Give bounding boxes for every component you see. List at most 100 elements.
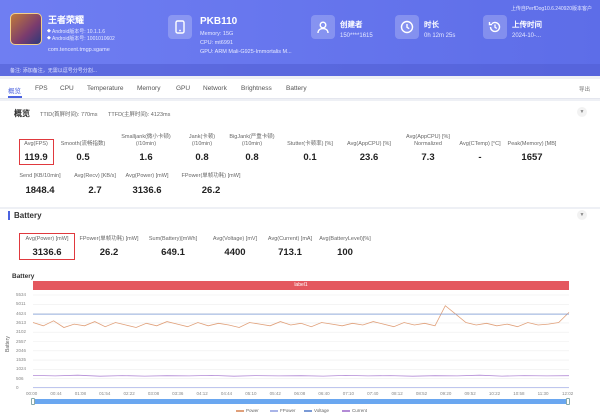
user-icon	[311, 15, 335, 39]
metric-value: 649.1	[161, 247, 185, 258]
time-range-slider[interactable]	[33, 399, 569, 404]
legend-label: Power	[246, 408, 259, 413]
metric-label: Smalljank(微小卡顿) (/10min)	[121, 134, 171, 147]
upload-value: 2024-10-...	[512, 33, 542, 39]
x-tick-label: 03:08	[147, 391, 160, 396]
metric-label: Jank(卡顿) (/10min)	[188, 134, 216, 147]
tab-bar: 概览 FPS CPU Temperature Memory GPU Networ…	[0, 79, 600, 99]
x-tick-label: 01:54	[99, 391, 111, 396]
x-tick-label: 00:00	[26, 391, 38, 396]
metric-value: 713.1	[278, 247, 302, 258]
overview-title: 概览	[14, 109, 30, 118]
creator-label: 创建者	[340, 20, 363, 29]
note-bar[interactable]: 备注: 添加备注，无需以逗号分号分割...	[0, 64, 600, 76]
metric-label: FPower(单帧功耗) [mW]	[79, 236, 139, 242]
y-tick-label: 3102	[16, 329, 27, 335]
app-name: 王者荣耀	[48, 15, 85, 25]
metric-label: Avg(Power) [mW]	[125, 173, 169, 179]
overview-card	[0, 101, 600, 207]
app-version-line: Android版本号: 10.1.1.6	[52, 29, 106, 35]
slider-handle-left[interactable]	[31, 398, 35, 405]
y-tick-label: 5011	[16, 301, 26, 307]
metric-label: Stutter(卡顿率) [%]	[287, 141, 333, 147]
legend-label: Current	[352, 408, 368, 413]
x-tick-label: 07:10	[342, 391, 354, 396]
ttfd-text: TTFD(主屏时间): 4123ms	[108, 112, 171, 118]
x-tick-label: 05:10	[245, 391, 257, 396]
tab-memory[interactable]: Memory	[137, 85, 161, 92]
chart-title: Battery	[12, 273, 35, 280]
legend-swatch	[304, 409, 312, 412]
duration-label: 时长	[424, 20, 439, 29]
collapse-icon[interactable]: ▼	[577, 107, 587, 117]
metric-value: 100	[337, 247, 353, 258]
metric-value: 0.5	[76, 152, 90, 163]
creator-value: 150****1615	[340, 33, 373, 39]
metric-label: Smooth(流畅指数)	[60, 141, 106, 147]
metric-label: Peak(Memory) [MB]	[507, 141, 557, 147]
tab-temperature[interactable]: Temperature	[87, 85, 124, 92]
y-tick-label: 3613	[16, 319, 27, 325]
report-header: 上传自PerfDog10.6.240920版本客户 王者荣耀 ◆ Android…	[0, 0, 600, 76]
tab-fps[interactable]: FPS	[35, 85, 48, 92]
metric-label: Send [KB/10min]	[19, 173, 61, 179]
y-tick-label: 2046	[16, 347, 27, 353]
tab-cpu[interactable]: CPU	[60, 85, 74, 92]
section-marker	[8, 211, 10, 220]
metric-value: 1.6	[139, 152, 153, 163]
x-tick-label: 02:22	[123, 391, 135, 396]
x-tick-label: 10:58	[513, 391, 525, 396]
legend-item-power[interactable]: Power	[236, 408, 259, 413]
metric-label: FPower(单帧功耗) [mW]	[181, 173, 241, 179]
metric-value: 0.8	[245, 152, 259, 163]
legend-item-voltage[interactable]: Voltage	[304, 408, 329, 413]
x-tick-label: 00:44	[50, 391, 62, 396]
metric-value: 1848.4	[25, 185, 55, 196]
metric-value: 7.3	[421, 152, 435, 163]
device-memory: Memory: 15G	[200, 31, 234, 37]
metric-label: Avg(AppCPU) [%]	[347, 141, 391, 147]
metric-label: Avg(Current) [mA]	[267, 236, 313, 242]
metric-label: Avg(Recv) [KB/s]	[74, 173, 116, 179]
legend-swatch	[270, 409, 278, 412]
x-tick-label: 01:08	[74, 391, 86, 396]
x-tick-label: 12:02	[562, 391, 574, 396]
tab-battery[interactable]: Battery	[286, 85, 307, 92]
metric-label: Avg(Voltage) [mV]	[212, 236, 258, 242]
legend-label: Voltage	[314, 408, 330, 413]
metric-value: 2.7	[88, 185, 102, 196]
y-tick-label: 1024	[16, 366, 27, 372]
tab-brightness[interactable]: Brightness	[241, 85, 272, 92]
metric-value: -	[478, 152, 482, 163]
ttid-text: TTID(首屏时间): 770ms	[40, 112, 98, 118]
tab-network[interactable]: Network	[203, 85, 227, 92]
y-tick-label: 0	[16, 385, 19, 390]
x-tick-label: 06:40	[318, 391, 330, 396]
metric-value: 119.9	[24, 152, 48, 163]
highlight-box	[19, 139, 54, 165]
legend-label: FPower	[280, 408, 296, 413]
metric-label: Avg(FPS)	[24, 141, 48, 147]
export-button[interactable]: 导出	[578, 87, 590, 93]
slider-handle-right[interactable]	[566, 398, 570, 405]
x-tick-label: 06:08	[294, 391, 306, 396]
collapse-icon[interactable]: ▼	[577, 210, 587, 220]
app-version-line: Android版本号: 1001010602	[52, 36, 115, 42]
metric-value: 0.8	[195, 152, 209, 163]
x-tick-label: 11:30	[537, 391, 549, 396]
legend-item-fpower[interactable]: FPower	[270, 408, 296, 413]
active-tab-indicator	[8, 96, 22, 98]
y-tick-label: 4624	[16, 310, 27, 316]
x-tick-label: 05:42	[269, 391, 281, 396]
x-tick-label: 04:44	[220, 391, 233, 396]
metric-value: 1657	[521, 152, 543, 163]
tab-overview[interactable]: 概览	[8, 88, 21, 95]
metric-value: 26.2	[99, 247, 119, 258]
metric-value: 0.1	[303, 152, 317, 163]
legend-item-current[interactable]: Current	[342, 408, 367, 413]
legend-swatch	[342, 409, 350, 412]
label-marker[interactable]: label1	[33, 281, 569, 290]
tab-gpu[interactable]: GPU	[176, 85, 191, 92]
x-tick-label: 03:36	[172, 391, 184, 396]
